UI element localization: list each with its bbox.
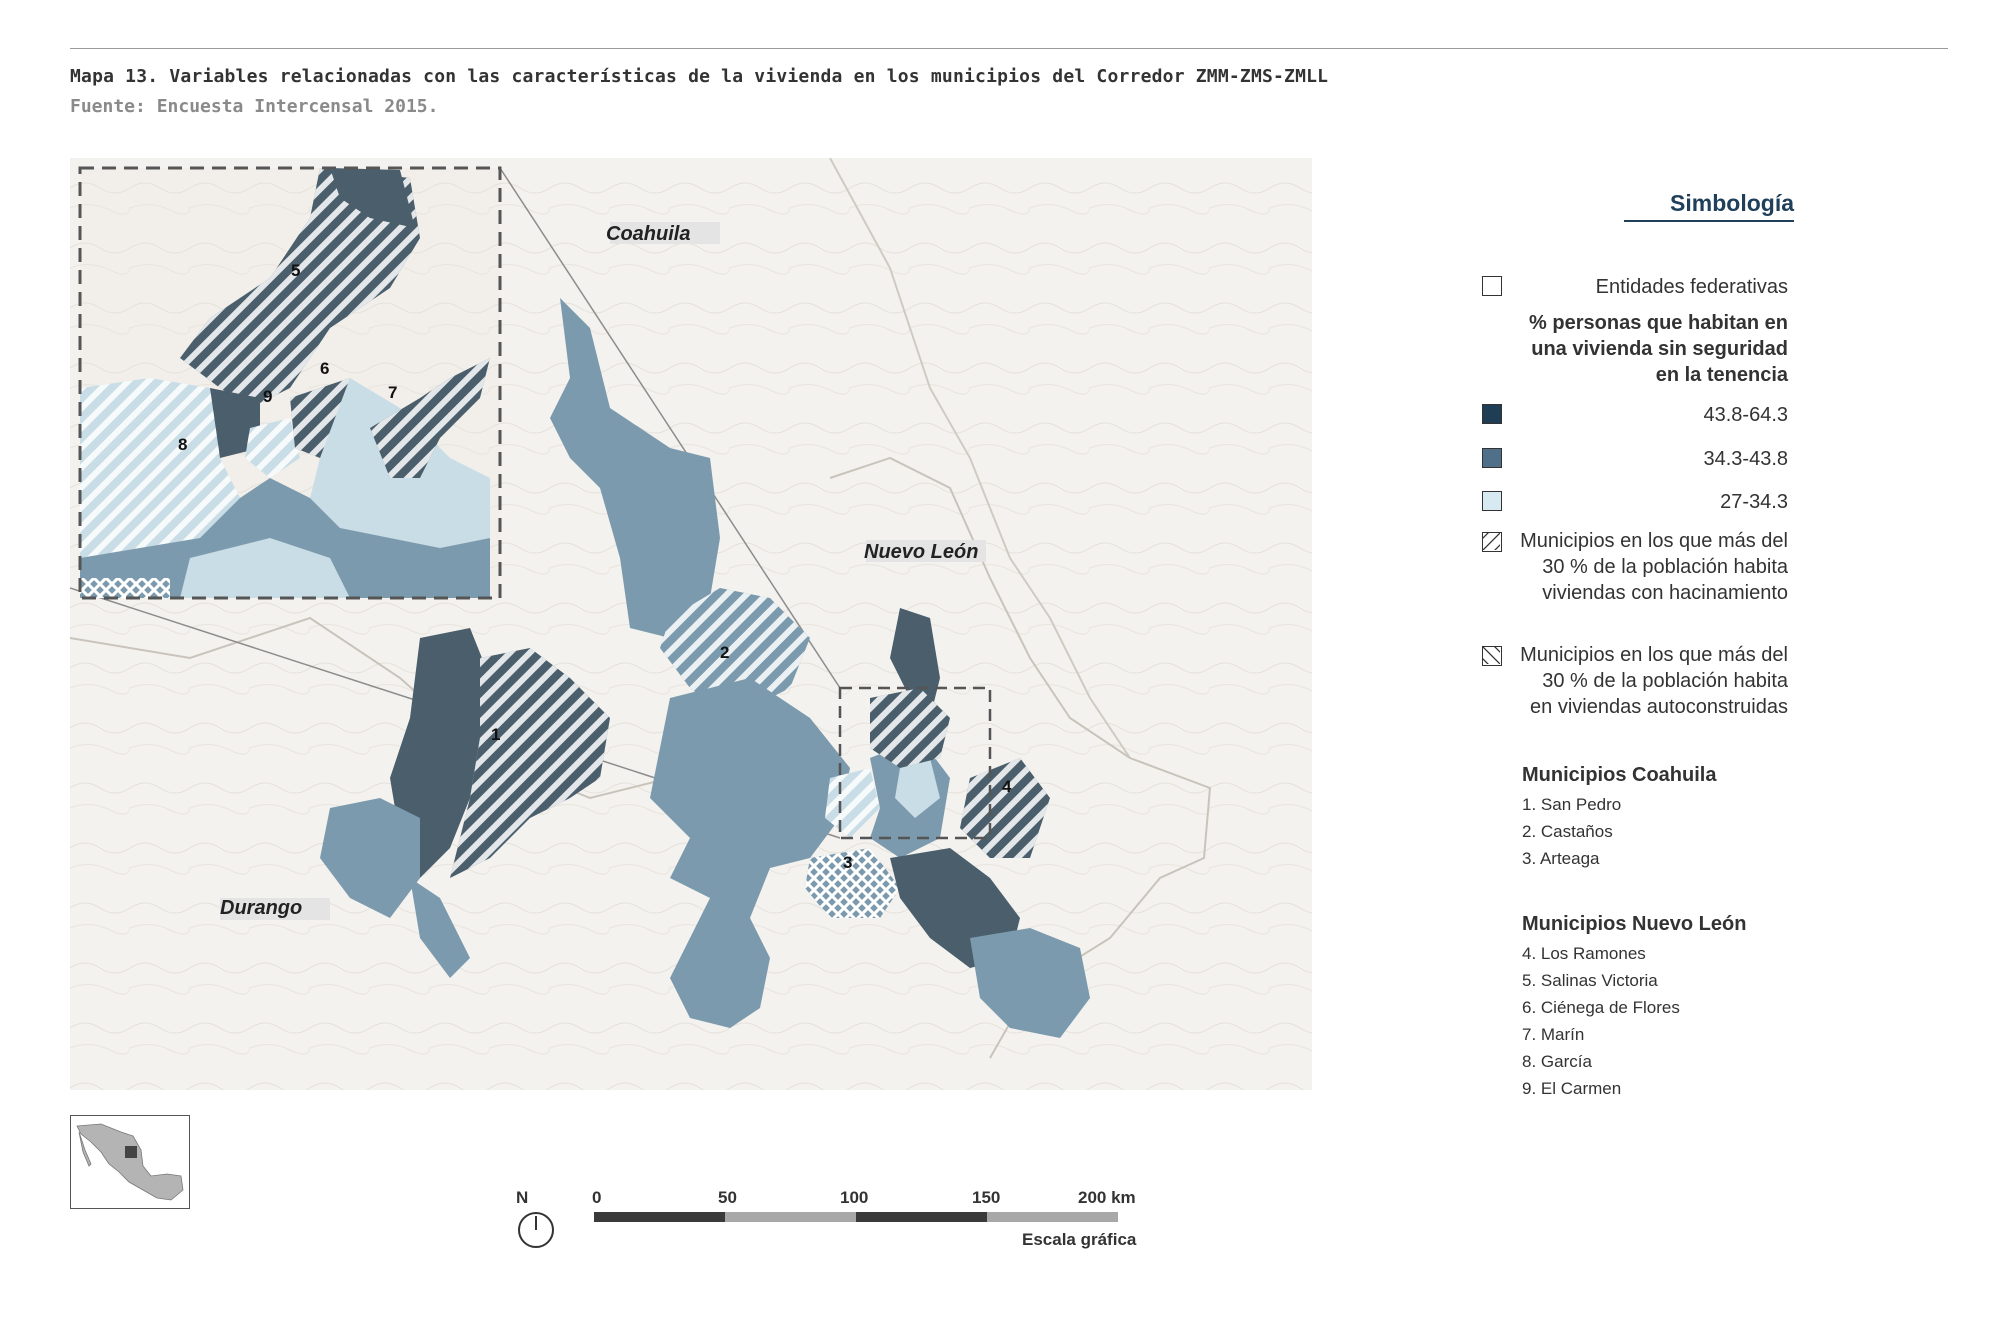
scale-tick-150: 150 bbox=[972, 1188, 1001, 1207]
swatch-class-1 bbox=[1482, 404, 1502, 424]
state-boundary-nl bbox=[829, 456, 1212, 1059]
inset-municipio-5-top bbox=[330, 168, 415, 228]
municipio-coahuila-item: 3. Arteaga bbox=[1522, 849, 1600, 868]
swatch-class-3 bbox=[1482, 491, 1502, 511]
scale-bar-segment bbox=[856, 1212, 987, 1222]
inset-municipio-medium-south bbox=[80, 478, 490, 598]
legend-class-1-label: 43.8-64.3 bbox=[1703, 404, 1788, 426]
legend-hatch-crowding: Municipios en los que más del 30 % de la… bbox=[1482, 528, 1788, 632]
state-label-nuevo-leon: Nuevo León bbox=[864, 541, 978, 563]
scale-tick-100: 100 bbox=[840, 1188, 869, 1207]
zoom-inset: 5 6 9 7 8 bbox=[78, 166, 502, 600]
north-arrow-icon bbox=[518, 1212, 554, 1248]
municipio-medium-southwest bbox=[410, 878, 470, 978]
swatch-hatch-crowding bbox=[1482, 532, 1502, 552]
map-caption: Mapa 13. Variables relacionadas con las … bbox=[70, 66, 1329, 87]
municipio-medium-north bbox=[550, 298, 720, 638]
label-num-1: 1 bbox=[491, 725, 500, 744]
municipios-nl-heading: Municipios Nuevo León bbox=[1522, 913, 1747, 935]
municipio-nl-item: 7. Marín bbox=[1522, 1025, 1585, 1044]
inset-extent-box bbox=[838, 686, 992, 840]
scale-bar-segment bbox=[987, 1212, 1118, 1222]
legend-text-hatch-crowding: Municipios en los que más del 30 % de la… bbox=[1520, 530, 1788, 604]
label-num-3: 3 bbox=[843, 853, 852, 872]
municipio-dark-north-nl bbox=[890, 608, 940, 718]
municipio-nl-item: 5. Salinas Victoria bbox=[1522, 971, 1658, 990]
coahuila-label-bg bbox=[610, 222, 720, 244]
inset-leader-line-top bbox=[499, 167, 841, 689]
state-boundary-coahuila bbox=[829, 158, 1131, 759]
municipio-nl-item: 8. García bbox=[1522, 1052, 1592, 1071]
municipio-nl-item: 9. El Carmen bbox=[1522, 1079, 1622, 1098]
legend-text-entidades: Entidades federativas bbox=[1595, 276, 1788, 298]
swatch-class-2 bbox=[1482, 448, 1502, 468]
top-rule bbox=[70, 48, 1948, 49]
scale-tick-200: 200 km bbox=[1078, 1188, 1136, 1207]
label-num-8: 8 bbox=[178, 435, 187, 454]
scale-tick-0: 0 bbox=[592, 1188, 602, 1207]
municipios-coahuila-heading: Municipios Coahuila bbox=[1522, 764, 1717, 786]
municipio-coahuila-item: 1. San Pedro bbox=[1522, 795, 1622, 814]
state-boundary-durango bbox=[70, 616, 671, 800]
municipio-medium-west bbox=[320, 798, 420, 918]
legend-text-hatch-selfbuilt: Municipios en los que más del 30 % de la… bbox=[1520, 644, 1788, 718]
inset-municipio-dark-center bbox=[205, 388, 260, 458]
municipio-light-2 bbox=[895, 758, 940, 818]
label-num-6: 6 bbox=[320, 359, 329, 378]
legend-row-entidades: Entidades federativas bbox=[1482, 274, 1788, 304]
swatch-entidades bbox=[1482, 276, 1502, 296]
map-source: Fuente: Encuesta Intercensal 2015. bbox=[70, 96, 439, 117]
municipio-medium-central bbox=[650, 678, 850, 1028]
scale-tick-50: 50 bbox=[718, 1188, 737, 1207]
municipio-medium-southeast bbox=[970, 928, 1090, 1038]
nuevo-leon-label-bg bbox=[866, 540, 986, 562]
locator-map bbox=[70, 1115, 190, 1209]
label-num-5: 5 bbox=[291, 261, 300, 280]
legend-tenure-heading: % personas que habitan en una vivienda s… bbox=[1482, 310, 1788, 390]
label-num-2: 2 bbox=[720, 643, 729, 662]
legend-title: Simbología bbox=[1670, 190, 1794, 216]
map-area[interactable]: Coahuila Nuevo León Durango 5 bbox=[70, 158, 1312, 1090]
municipio-coahuila-item: 2. Castaños bbox=[1522, 822, 1613, 841]
north-label: N bbox=[516, 1188, 529, 1207]
legend-class-2-label: 34.3-43.8 bbox=[1703, 448, 1788, 470]
swatch-hatch-selfbuilt bbox=[1482, 646, 1502, 666]
legend-class-3: 27-34.3 bbox=[1482, 489, 1788, 515]
label-num-9: 9 bbox=[263, 387, 272, 406]
legend-class-3-label: 27-34.3 bbox=[1720, 491, 1788, 513]
zoom-inset-frame bbox=[78, 166, 502, 600]
mexico-locator-icon bbox=[76, 1123, 184, 1201]
label-num-7: 7 bbox=[388, 383, 397, 402]
scale-bar-segment bbox=[725, 1212, 856, 1222]
legend-class-1: 43.8-64.3 bbox=[1482, 402, 1788, 428]
scale-bar-segment bbox=[594, 1212, 725, 1222]
state-label-durango: Durango bbox=[220, 897, 302, 919]
durango-label-bg bbox=[220, 898, 330, 920]
legend-hatch-selfbuilt: Municipios en los que más del 30 % de la… bbox=[1482, 642, 1788, 746]
legend-title-underline bbox=[1624, 220, 1794, 222]
legend-class-2: 34.3-43.8 bbox=[1482, 446, 1788, 472]
scale-label: Escala gráfica bbox=[1022, 1230, 1137, 1249]
inset-municipio-light-south bbox=[180, 538, 350, 598]
municipio-nl-item: 6. Ciénega de Flores bbox=[1522, 998, 1680, 1017]
municipio-nl-item: 4. Los Ramones bbox=[1522, 944, 1646, 963]
legend-text-tenure-heading: % personas que habitan en una vivienda s… bbox=[1529, 312, 1788, 386]
map-svg: Coahuila Nuevo León Durango 5 bbox=[70, 158, 1312, 1090]
state-label-coahuila: Coahuila bbox=[606, 223, 690, 245]
label-num-4: 4 bbox=[1002, 777, 1012, 796]
